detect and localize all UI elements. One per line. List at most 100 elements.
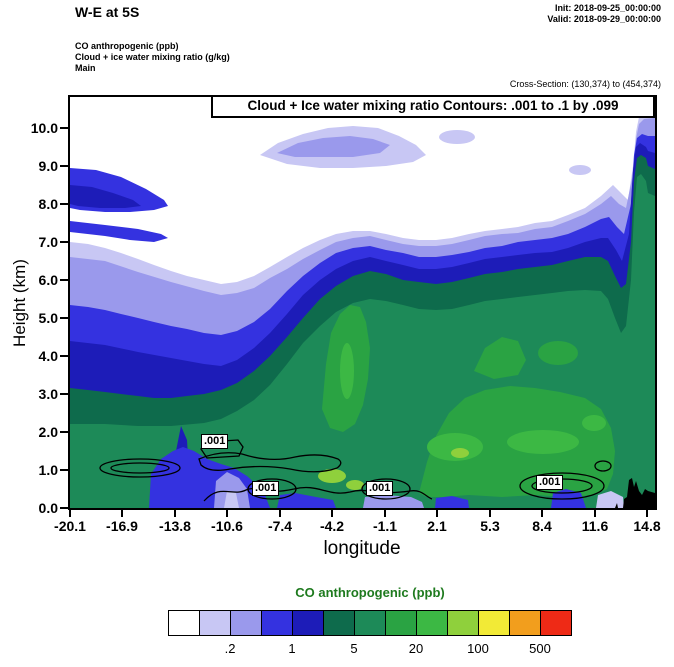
y-tick-label: 10.0 — [30, 120, 58, 136]
colorbar-tick-label: 100 — [467, 641, 489, 656]
colorbar-box — [199, 610, 231, 636]
x-tick-mark — [331, 510, 333, 517]
init-valid-block: Init: 2018-09-25_00:00:00 Valid: 2018-09… — [547, 3, 661, 25]
co-fill-ge50-spot — [507, 430, 579, 454]
x-tick-label: 2.1 — [427, 518, 447, 534]
cloud-contour-line — [594, 460, 612, 472]
colorbar-tick-label: .2 — [224, 641, 236, 656]
y-tick-mark — [60, 431, 68, 433]
x-tick-mark — [279, 510, 281, 517]
colorbar-box — [323, 610, 355, 636]
cloud-contour-line — [519, 472, 605, 500]
y-tick-mark — [60, 127, 68, 129]
co-fill-ge20-spot — [538, 341, 578, 365]
x-tick-label: -1.1 — [372, 518, 398, 534]
colorbar-title: CO anthropogenic (ppb) — [295, 585, 445, 600]
y-tick-mark — [60, 355, 68, 357]
colorbar-box — [385, 610, 417, 636]
top-middle-periwinkle-core — [277, 136, 390, 157]
y-tick-mark — [60, 165, 68, 167]
surface-periwinkle-pocket — [214, 472, 250, 508]
x-tick-mark — [541, 510, 543, 517]
field-main: Main — [75, 63, 96, 73]
colorbar-box — [230, 610, 262, 636]
cloud-contour-line — [198, 452, 342, 473]
field-co: CO anthropogenic (ppb) — [75, 41, 179, 51]
colorbar-box — [354, 610, 386, 636]
co-fill-ge50-spot — [582, 415, 606, 431]
y-tick-mark — [60, 393, 68, 395]
top-small-patch — [569, 165, 591, 175]
x-tick-label: 14.8 — [633, 518, 661, 534]
x-tick-label: 5.3 — [480, 518, 500, 534]
cloud-contour-line — [110, 462, 170, 474]
colorbar-box — [478, 610, 510, 636]
y-tick-label: 8.0 — [38, 196, 58, 212]
x-tick-mark — [646, 510, 648, 517]
colorbar-box — [540, 610, 572, 636]
surface-blue-strip — [277, 493, 336, 508]
colorbar-tick-label: 5 — [350, 641, 358, 656]
x-tick-mark — [489, 510, 491, 517]
cloud-contour-label: .001 — [366, 481, 394, 496]
field-list: CO anthropogenic (ppb) Cloud + ice water… — [75, 41, 230, 74]
cloud-contour-label: .001 — [536, 475, 564, 490]
colorbar-box — [292, 610, 324, 636]
cross-section-coords: Cross-Section: (130,374) to (454,374) — [509, 79, 661, 89]
valid-time: Valid: 2018-09-29_00:00:00 — [547, 14, 661, 24]
page-title: W-E at 5S — [75, 4, 140, 20]
cloud-contour-line — [99, 458, 181, 478]
top-small-patch — [439, 130, 475, 144]
colorbar-tick-label: 20 — [408, 641, 424, 656]
y-tick-label: 1.0 — [38, 462, 58, 478]
upper-left-darkblue-core — [70, 185, 141, 208]
x-tick-mark — [436, 510, 438, 517]
y-tick-mark — [60, 203, 68, 205]
y-tick-mark — [60, 469, 68, 471]
y-tick-label: 7.0 — [38, 234, 58, 250]
contour-field-svg — [70, 110, 655, 508]
field-cloud: Cloud + ice water mixing ratio (g/kg) — [75, 52, 230, 62]
co-fill-ge20-mid — [474, 337, 526, 379]
y-tick-label: 6.0 — [38, 272, 58, 288]
plot-area: Cloud + Ice water mixing ratio Contours:… — [68, 95, 657, 510]
y-tick-mark — [60, 507, 68, 509]
cloud-contour-line — [203, 486, 433, 502]
surface-blue-strip — [435, 496, 469, 508]
colorbar-tick-label: 1 — [288, 641, 296, 656]
x-tick-label: -4.2 — [319, 518, 345, 534]
surface-lavender-pocket — [224, 491, 239, 508]
cloud-contour-label: .001 — [201, 434, 229, 449]
x-tick-label: -20.1 — [54, 518, 86, 534]
terrain-silhouette — [615, 503, 618, 508]
co-fill-ge100-spot — [318, 469, 346, 483]
cloud-contour-line — [247, 478, 297, 500]
x-tick-label: -13.8 — [159, 518, 191, 534]
co-fill-ge100-spot — [346, 480, 364, 490]
x-tick-label: -16.9 — [106, 518, 138, 534]
y-tick-label: 4.0 — [38, 348, 58, 364]
x-tick-label: 11.6 — [581, 518, 609, 534]
y-tick-label: 3.0 — [38, 386, 58, 402]
y-tick-label: 2.0 — [38, 424, 58, 440]
left-blue-streak — [70, 221, 168, 242]
x-tick-mark — [384, 510, 386, 517]
co-fill-ge50-spot — [340, 343, 354, 399]
colorbar-box — [261, 610, 293, 636]
cloud-contour-line — [361, 478, 411, 500]
x-axis-title: longitude — [323, 538, 401, 559]
co-fill-ge50-spot — [427, 433, 483, 461]
y-tick-mark — [60, 279, 68, 281]
x-tick-mark — [594, 510, 596, 517]
terrain-silhouette — [623, 478, 655, 508]
y-tick-label: 0.0 — [38, 500, 58, 516]
y-tick-mark — [60, 317, 68, 319]
colorbar-tick-label: 500 — [529, 641, 551, 656]
cloud-contour-label: .001 — [252, 481, 280, 496]
x-tick-mark — [121, 510, 123, 517]
init-time: Init: 2018-09-25_00:00:00 — [554, 3, 661, 13]
colorbar-box — [447, 610, 479, 636]
x-tick-label: -7.4 — [267, 518, 293, 534]
x-tick-mark — [226, 510, 228, 517]
